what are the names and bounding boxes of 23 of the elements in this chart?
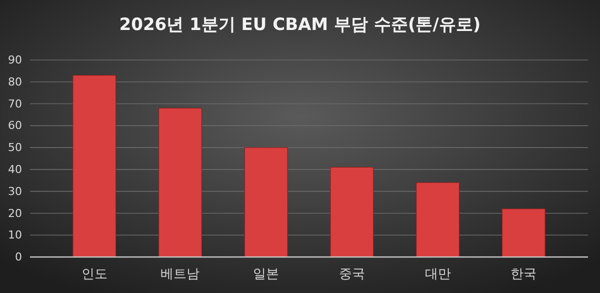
y-tick-label: 40 xyxy=(8,162,22,176)
x-tick-label: 중국 xyxy=(338,267,365,282)
y-tick-label: 0 xyxy=(15,250,22,264)
y-tick-label: 50 xyxy=(8,141,22,154)
y-tick-label: 30 xyxy=(8,184,22,198)
x-tick-label: 베트남 xyxy=(160,267,200,282)
bar xyxy=(330,166,374,258)
y-tick-label: 70 xyxy=(8,97,22,110)
y-tick-label: 80 xyxy=(8,75,22,88)
chart-title: 2026년 1분기 EU CBAM 부담 수준(톤/유로) xyxy=(119,15,481,35)
y-tick-label: 90 xyxy=(8,54,22,67)
y-tick-label: 60 xyxy=(8,119,22,132)
bar xyxy=(158,108,202,258)
bar xyxy=(416,182,460,258)
y-tick-label: 10 xyxy=(8,228,22,242)
bar xyxy=(244,147,288,258)
x-tick-label: 한국 xyxy=(510,267,537,282)
x-tick-label: 일본 xyxy=(253,267,280,282)
y-tick-label: 20 xyxy=(8,206,22,220)
x-tick-label: 인도 xyxy=(81,267,108,282)
bar xyxy=(72,75,116,258)
x-tick-label: 대만 xyxy=(424,267,451,282)
bar xyxy=(502,208,546,258)
